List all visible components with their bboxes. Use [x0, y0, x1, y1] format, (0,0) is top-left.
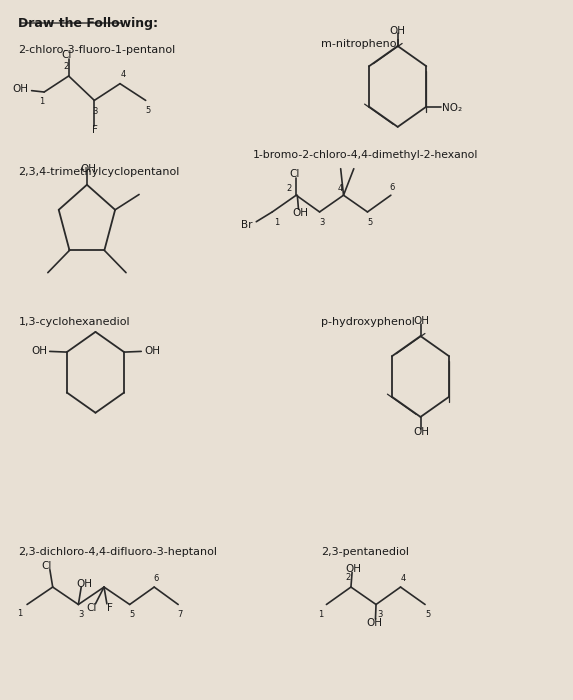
Text: 5: 5 [367, 218, 372, 227]
Text: OH: OH [414, 427, 430, 438]
Text: Cl: Cl [289, 169, 300, 179]
Text: 2: 2 [286, 183, 292, 192]
Text: m-nitrophenol: m-nitrophenol [321, 39, 399, 49]
Text: 2,3,4-trimethylcyclopentanol: 2,3,4-trimethylcyclopentanol [18, 167, 180, 177]
Text: OH: OH [390, 26, 406, 36]
Text: 3: 3 [79, 610, 84, 620]
Text: 1: 1 [274, 218, 280, 227]
Text: OH: OH [366, 617, 382, 628]
Text: 2,3-dichloro-4,4-difluoro-3-heptanol: 2,3-dichloro-4,4-difluoro-3-heptanol [18, 547, 218, 557]
Text: 1: 1 [318, 610, 323, 619]
Text: 2: 2 [346, 573, 351, 582]
Text: 3: 3 [319, 218, 324, 227]
Text: 3: 3 [93, 107, 98, 116]
Text: 1: 1 [39, 97, 44, 106]
Text: 4: 4 [400, 574, 406, 583]
Text: OH: OH [346, 564, 362, 574]
Text: 2: 2 [64, 62, 69, 71]
Text: OH: OH [414, 316, 430, 326]
Text: 1,3-cyclohexanediol: 1,3-cyclohexanediol [18, 317, 130, 327]
Text: 6: 6 [153, 574, 159, 583]
Text: 5: 5 [129, 610, 135, 619]
Text: 3: 3 [378, 610, 383, 620]
Text: NO₂: NO₂ [442, 103, 462, 113]
Text: 1: 1 [18, 609, 23, 618]
Text: 6: 6 [390, 183, 395, 192]
Text: 2-chloro-3-fluoro-1-pentanol: 2-chloro-3-fluoro-1-pentanol [18, 46, 176, 55]
Text: 7: 7 [177, 610, 183, 619]
Text: OH: OH [13, 84, 29, 95]
Text: Cl: Cl [42, 561, 52, 571]
Text: OH: OH [31, 346, 47, 356]
Text: OH: OH [81, 164, 97, 174]
Text: p-hydroxyphenol: p-hydroxyphenol [321, 317, 415, 327]
Text: Draw the Following:: Draw the Following: [18, 18, 159, 30]
Text: OH: OH [76, 579, 92, 589]
Text: 4: 4 [338, 183, 343, 192]
Text: Br: Br [241, 220, 252, 230]
Text: OH: OH [144, 346, 160, 356]
Text: 2,3-pentanediol: 2,3-pentanediol [321, 547, 409, 557]
Text: F: F [92, 125, 98, 135]
Text: 5: 5 [146, 106, 151, 115]
Text: 4: 4 [120, 70, 125, 79]
Text: OH: OH [293, 209, 309, 218]
Text: 5: 5 [425, 610, 430, 619]
Text: F: F [107, 603, 113, 613]
Text: Cl: Cl [87, 603, 97, 613]
Text: Cl: Cl [61, 50, 72, 60]
Text: 1-bromo-2-chloro-4,4-dimethyl-2-hexanol: 1-bromo-2-chloro-4,4-dimethyl-2-hexanol [252, 150, 478, 160]
